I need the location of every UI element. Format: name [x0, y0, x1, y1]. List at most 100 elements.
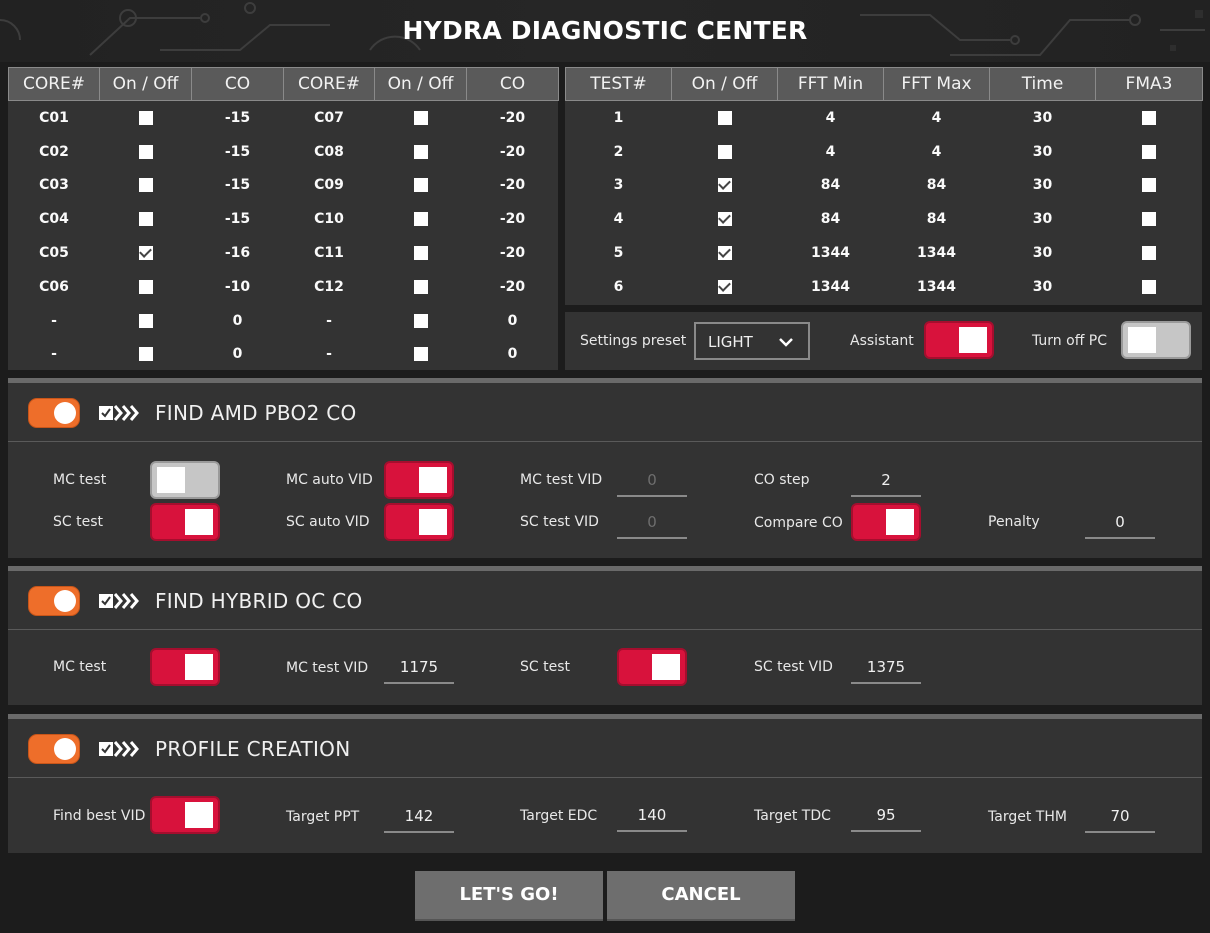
fft-min-value[interactable]: 4: [825, 109, 836, 126]
core-co-value[interactable]: 0: [232, 312, 243, 329]
core-co-value[interactable]: -20: [499, 109, 526, 126]
core-on-checkbox[interactable]: [413, 178, 428, 193]
core-co-value[interactable]: -15: [224, 177, 251, 194]
core-on-checkbox[interactable]: [413, 347, 428, 362]
core-co-value[interactable]: -15: [224, 211, 251, 228]
core-on-checkbox[interactable]: [413, 279, 428, 294]
fft-max-value[interactable]: 84: [926, 211, 947, 228]
core-on-checkbox[interactable]: [138, 246, 153, 261]
core-co-value[interactable]: 0: [232, 346, 243, 363]
hybrid-sc-test-vid-field[interactable]: 1375: [851, 652, 921, 684]
core-on-checkbox[interactable]: [138, 178, 153, 193]
core-on-checkbox[interactable]: [138, 347, 153, 362]
core-on-checkbox[interactable]: [413, 313, 428, 328]
pbo-mc-test-vid-field[interactable]: 0: [617, 465, 687, 497]
lets-go-button[interactable]: LET'S GO!: [415, 871, 603, 921]
header-test[interactable]: TEST#: [565, 67, 672, 101]
pbo-sc-auto-vid-toggle[interactable]: [384, 503, 454, 541]
fma3-checkbox[interactable]: [1142, 279, 1156, 294]
header-fma3[interactable]: FMA3: [1095, 67, 1203, 101]
header-co[interactable]: CO: [191, 67, 284, 101]
fft-max-value[interactable]: 84: [926, 177, 947, 194]
fma3-checkbox[interactable]: [1142, 178, 1156, 193]
fft-max-value[interactable]: 4: [931, 143, 942, 160]
fft-min-value[interactable]: 84: [820, 211, 841, 228]
header-core[interactable]: CORE#: [283, 67, 375, 101]
pbo-co-step-field[interactable]: 2: [851, 465, 921, 497]
pbo-mc-auto-vid-toggle[interactable]: [384, 461, 454, 499]
fft-max-value[interactable]: 1344: [917, 245, 956, 262]
header-fft-min[interactable]: FFT Min: [777, 67, 884, 101]
time-value[interactable]: 30: [1032, 211, 1053, 228]
fft-min-value[interactable]: 1344: [811, 245, 850, 262]
core-on-checkbox[interactable]: [413, 110, 428, 125]
hybrid-mc-test-toggle[interactable]: [150, 648, 220, 686]
header-on-off[interactable]: On / Off: [99, 67, 192, 101]
test-on-checkbox[interactable]: [717, 279, 732, 294]
core-co-value[interactable]: -10: [224, 278, 251, 295]
fma3-checkbox[interactable]: [1142, 246, 1156, 261]
pbo-enable-toggle[interactable]: [28, 398, 80, 428]
header-time[interactable]: Time: [989, 67, 1096, 101]
fma3-checkbox[interactable]: [1142, 110, 1156, 125]
pbo-compare-co-toggle[interactable]: [851, 503, 921, 541]
pbo-sc-test-toggle[interactable]: [150, 503, 220, 541]
test-on-checkbox[interactable]: [717, 110, 732, 125]
preset-select[interactable]: LIGHT: [694, 322, 810, 360]
fft-max-value[interactable]: 4: [931, 109, 942, 126]
test-on-checkbox[interactable]: [717, 212, 732, 227]
profile-enable-toggle[interactable]: [28, 734, 80, 764]
core-co-value[interactable]: -20: [499, 177, 526, 194]
test-on-checkbox[interactable]: [717, 246, 732, 261]
turn-off-pc-toggle[interactable]: [1121, 321, 1191, 359]
fft-max-value[interactable]: 1344: [917, 278, 956, 295]
core-co-value[interactable]: -15: [224, 109, 251, 126]
core-on-checkbox[interactable]: [138, 144, 153, 159]
hybrid-enable-toggle[interactable]: [28, 586, 80, 616]
core-on-checkbox[interactable]: [138, 279, 153, 294]
fma3-checkbox[interactable]: [1142, 212, 1156, 227]
core-co-value[interactable]: -20: [499, 278, 526, 295]
pbo-mc-test-toggle[interactable]: [150, 461, 220, 499]
hybrid-mc-test-vid-field[interactable]: 1175: [384, 652, 454, 684]
time-value[interactable]: 30: [1032, 177, 1053, 194]
core-co-value[interactable]: -15: [224, 143, 251, 160]
core-co-value[interactable]: -20: [499, 211, 526, 228]
core-co-value[interactable]: -16: [224, 245, 251, 262]
core-co-value[interactable]: 0: [507, 312, 518, 329]
pbo-sc-test-vid-field[interactable]: 0: [617, 507, 687, 539]
core-on-checkbox[interactable]: [413, 212, 428, 227]
core-co-value[interactable]: -20: [499, 245, 526, 262]
cancel-button[interactable]: CANCEL: [607, 871, 795, 921]
header-co[interactable]: CO: [466, 67, 559, 101]
fft-min-value[interactable]: 4: [825, 143, 836, 160]
core-on-checkbox[interactable]: [138, 212, 153, 227]
fma3-checkbox[interactable]: [1142, 144, 1156, 159]
core-co-value[interactable]: 0: [507, 346, 518, 363]
find-best-vid-toggle[interactable]: [150, 796, 220, 834]
assistant-toggle[interactable]: [924, 321, 994, 359]
target-edc-field[interactable]: 140: [617, 800, 687, 832]
core-on-checkbox[interactable]: [413, 246, 428, 261]
core-on-checkbox[interactable]: [138, 313, 153, 328]
time-value[interactable]: 30: [1032, 245, 1053, 262]
target-thm-field[interactable]: 70: [1085, 801, 1155, 833]
header-fft-max[interactable]: FFT Max: [883, 67, 990, 101]
target-tdc-field[interactable]: 95: [851, 800, 921, 832]
core-on-checkbox[interactable]: [138, 110, 153, 125]
header-on-off[interactable]: On / Off: [374, 67, 467, 101]
time-value[interactable]: 30: [1032, 278, 1053, 295]
core-on-checkbox[interactable]: [413, 144, 428, 159]
time-value[interactable]: 30: [1032, 109, 1053, 126]
fft-min-value[interactable]: 1344: [811, 278, 850, 295]
hybrid-sc-test-toggle[interactable]: [617, 648, 687, 686]
pbo-penalty-field[interactable]: 0: [1085, 507, 1155, 539]
time-value[interactable]: 30: [1032, 143, 1053, 160]
header-core[interactable]: CORE#: [8, 67, 100, 101]
header-on-off[interactable]: On / Off: [671, 67, 778, 101]
target-ppt-field[interactable]: 142: [384, 801, 454, 833]
test-on-checkbox[interactable]: [717, 178, 732, 193]
test-on-checkbox[interactable]: [717, 144, 732, 159]
fft-min-value[interactable]: 84: [820, 177, 841, 194]
core-co-value[interactable]: -20: [499, 143, 526, 160]
